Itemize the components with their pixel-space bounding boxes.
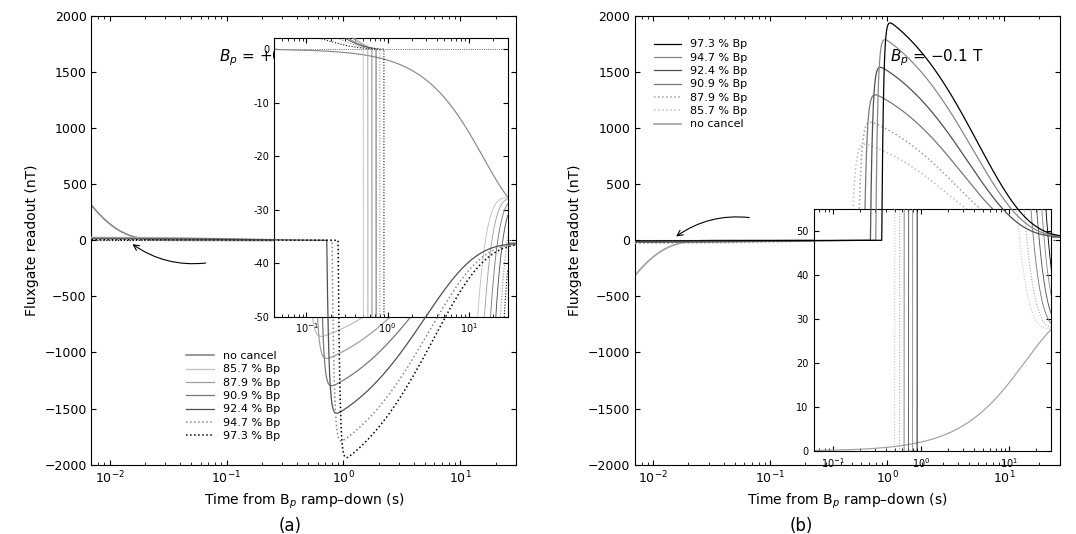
Text: $B_p$ = −0.1 T: $B_p$ = −0.1 T — [890, 48, 983, 68]
Legend: 97.3 % Bp, 94.7 % Bp, 92.4 % Bp, 90.9 % Bp, 87.9 % Bp, 85.7 % Bp, no cancel: 97.3 % Bp, 94.7 % Bp, 92.4 % Bp, 90.9 % … — [649, 35, 752, 134]
X-axis label: Time from B$_p$ ramp–down (s): Time from B$_p$ ramp–down (s) — [747, 492, 948, 511]
Text: $B_p$ = +0.1 T: $B_p$ = +0.1 T — [218, 48, 312, 68]
Text: (b): (b) — [790, 517, 813, 534]
Text: (a): (a) — [279, 517, 302, 534]
Legend: no cancel, 85.7 % Bp, 87.9 % Bp, 90.9 % Bp, 92.4 % Bp, 94.7 % Bp, 97.3 % Bp: no cancel, 85.7 % Bp, 87.9 % Bp, 90.9 % … — [182, 347, 285, 445]
Y-axis label: Fluxgate readout (nT): Fluxgate readout (nT) — [568, 164, 582, 316]
Y-axis label: Fluxgate readout (nT): Fluxgate readout (nT) — [25, 164, 39, 316]
X-axis label: Time from B$_p$ ramp–down (s): Time from B$_p$ ramp–down (s) — [203, 492, 405, 511]
